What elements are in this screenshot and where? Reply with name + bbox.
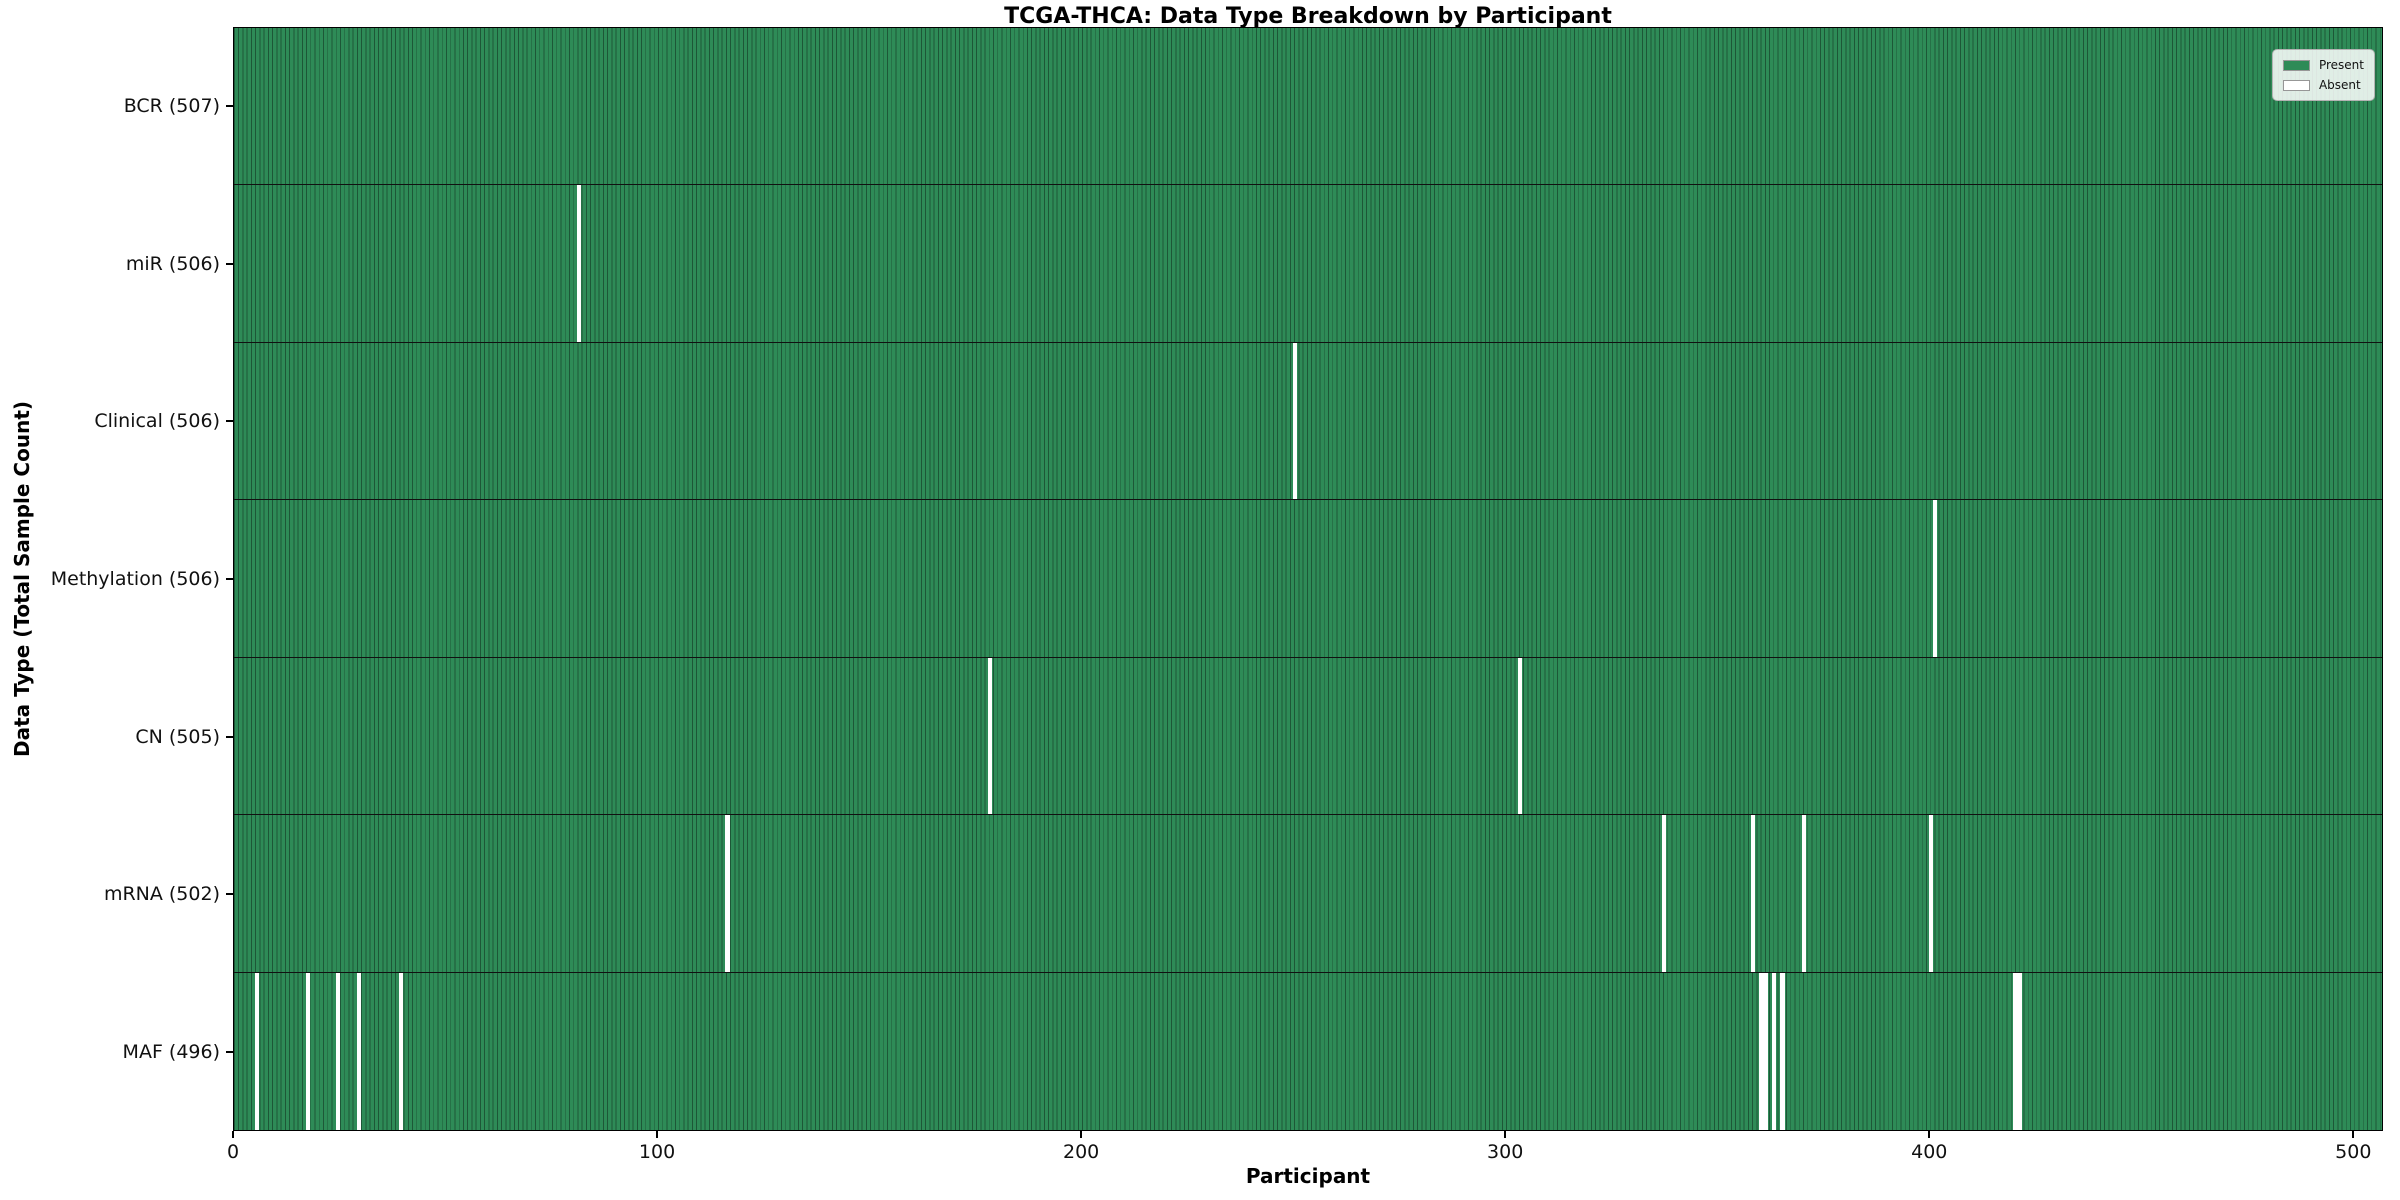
chart-row-bcr	[234, 28, 2382, 186]
absent-stripe	[1763, 972, 1768, 1130]
absent-stripe	[1801, 815, 1806, 972]
y-tick-mark	[226, 262, 233, 265]
absent-stripe	[2013, 972, 2018, 1130]
chart-title: TCGA-THCA: Data Type Breakdown by Partic…	[1004, 4, 1612, 29]
y-tick-label: mRNA (502)	[103, 883, 220, 906]
x-tick-label: 0	[226, 1141, 240, 1163]
absent-stripe	[399, 972, 404, 1130]
y-axis: BCR (507) miR (506) Clinical (506) Methylat…	[0, 27, 233, 1131]
absent-stripe	[1750, 815, 1755, 972]
absent-stripe	[1780, 972, 1785, 1130]
y-tick-label: BCR (507)	[123, 94, 220, 117]
absent-stripe	[1932, 500, 1938, 657]
y-tick-mark	[226, 578, 233, 580]
legend-label-absent: Absent	[2318, 78, 2361, 92]
x-tick-mark	[2352, 1131, 2355, 1138]
legend-entry-present: Present	[2282, 58, 2364, 72]
x-tick-label: 300	[1487, 1141, 1524, 1163]
x-tick-mark	[1504, 1131, 1507, 1138]
absent-stripe	[306, 972, 311, 1130]
y-tick-label: Clinical (506)	[94, 410, 220, 433]
absent-stripe	[577, 185, 582, 342]
y-tick-label: MAF (496)	[122, 1041, 220, 1064]
y-tick-mark	[226, 893, 233, 896]
absent-stripe	[1771, 972, 1777, 1130]
chart-row-clinical	[234, 342, 2382, 501]
absent-stripe	[356, 972, 362, 1130]
absent-stripe	[725, 815, 730, 972]
plot-area: Present Absent	[233, 27, 2383, 1131]
absent-stripe	[1928, 815, 1933, 972]
absent-stripe	[1517, 657, 1522, 815]
chart-row-maf	[234, 972, 2382, 1130]
absent-stripe	[2017, 972, 2022, 1130]
chart-row-cn	[234, 657, 2382, 816]
x-tick-mark	[232, 1131, 234, 1138]
y-tick-label: Methylation (506)	[50, 568, 220, 590]
y-tick-label: miR (506)	[125, 252, 220, 275]
x-axis-label: Participant	[1245, 1164, 1371, 1188]
y-tick-mark	[226, 735, 233, 738]
legend-swatch-present	[2282, 59, 2310, 71]
chart-row-methylation	[234, 500, 2382, 658]
legend: Present Absent	[2271, 49, 2375, 101]
x-tick-label: 400	[1911, 1141, 1948, 1163]
x-tick-mark	[1080, 1131, 1083, 1138]
y-tick-mark	[226, 1051, 233, 1054]
x-tick-label: 500	[2335, 1141, 2372, 1163]
absent-stripe	[1293, 342, 1298, 500]
y-tick-label: CN (505)	[135, 725, 220, 748]
x-tick-mark	[656, 1131, 659, 1138]
chart-row-mir	[234, 185, 2382, 343]
absent-stripe	[988, 657, 993, 815]
absent-stripe	[1759, 972, 1764, 1130]
x-tick-label: 200	[1062, 1141, 1100, 1163]
absent-stripe	[255, 972, 260, 1130]
x-tick-mark	[1928, 1131, 1931, 1138]
y-tick-mark	[226, 420, 233, 423]
chart-row-mrna	[234, 815, 2382, 973]
absent-stripe	[1661, 815, 1666, 972]
x-tick-label: 100	[638, 1141, 676, 1163]
legend-entry-absent: Absent	[2282, 78, 2364, 92]
legend-swatch-absent	[2282, 79, 2310, 91]
x-axis: 0 100 200 300 400 500	[227, 1131, 2383, 1175]
absent-stripe	[335, 972, 340, 1130]
plot-rows	[234, 28, 2382, 1130]
legend-label-present: Present	[2318, 58, 2364, 72]
y-tick-mark	[226, 104, 233, 107]
